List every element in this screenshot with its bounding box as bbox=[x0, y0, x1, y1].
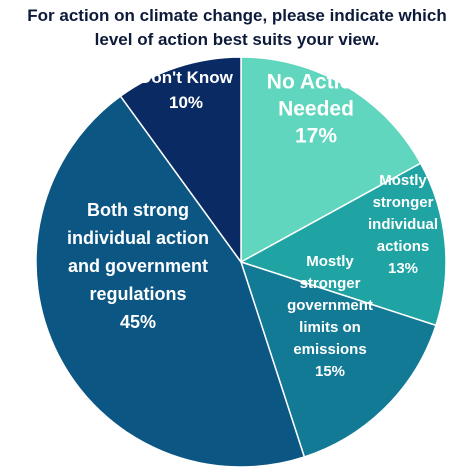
pie-label-3-line-5: emissions bbox=[293, 341, 366, 358]
pie-label-4-line-1: Both strong bbox=[87, 200, 189, 220]
pie-value-label-2: 13% bbox=[388, 260, 418, 277]
chart-title: For action on climate change, please ind… bbox=[0, 4, 474, 52]
pie-label-5: Don't Know 10% bbox=[139, 68, 234, 112]
pie-slice-3 bbox=[239, 260, 437, 458]
pie-label-4: Both strong individual action and governme… bbox=[67, 200, 209, 332]
pie-label-4-line-2: individual action bbox=[67, 228, 209, 248]
pie-label-4-line-4: regulations bbox=[89, 284, 186, 304]
pie-label-4-line-3: and government bbox=[68, 256, 208, 276]
pie-label-2-line-2: stronger bbox=[373, 194, 434, 211]
pie-value-label-4: 45% bbox=[120, 312, 156, 332]
pie-slice-5 bbox=[119, 56, 242, 265]
pie-value-label-1: 17% bbox=[295, 125, 337, 148]
pie-label-5-line-1: Don't Know bbox=[139, 68, 234, 87]
pie-slice-2 bbox=[239, 162, 447, 327]
pie-slice-1 bbox=[240, 56, 422, 264]
pie-slice-4 bbox=[35, 95, 306, 468]
chart-title-line-2: level of action best suits your view. bbox=[94, 30, 380, 49]
pie-value-label-3: 15% bbox=[315, 363, 345, 380]
pie-label-2: Mostly stronger individual actions 13% bbox=[368, 172, 438, 277]
pie-slices bbox=[35, 56, 447, 468]
pie-labels: No Action Needed 17% Mostly stronger individu… bbox=[67, 68, 438, 380]
pie-label-1-line-1: No Action bbox=[267, 71, 365, 94]
pie-label-3-line-2: stronger bbox=[300, 275, 361, 292]
pie-label-3: Mostly stronger government limits on emissio… bbox=[287, 253, 373, 380]
pie-label-2-line-4: actions bbox=[377, 238, 430, 255]
pie-label-1: No Action Needed 17% bbox=[267, 71, 365, 148]
pie-label-2-line-1: Mostly bbox=[379, 172, 427, 189]
chart-title-line-1: For action on climate change, please ind… bbox=[27, 6, 447, 25]
pie-label-3-line-3: government bbox=[287, 297, 373, 314]
pie-label-3-line-1: Mostly bbox=[306, 253, 354, 270]
pie-label-1-line-2: Needed bbox=[278, 98, 354, 121]
pie-label-3-line-4: limits on bbox=[299, 319, 361, 336]
pie-label-2-line-3: individual bbox=[368, 216, 438, 233]
pie-value-label-5: 10% bbox=[169, 93, 203, 112]
